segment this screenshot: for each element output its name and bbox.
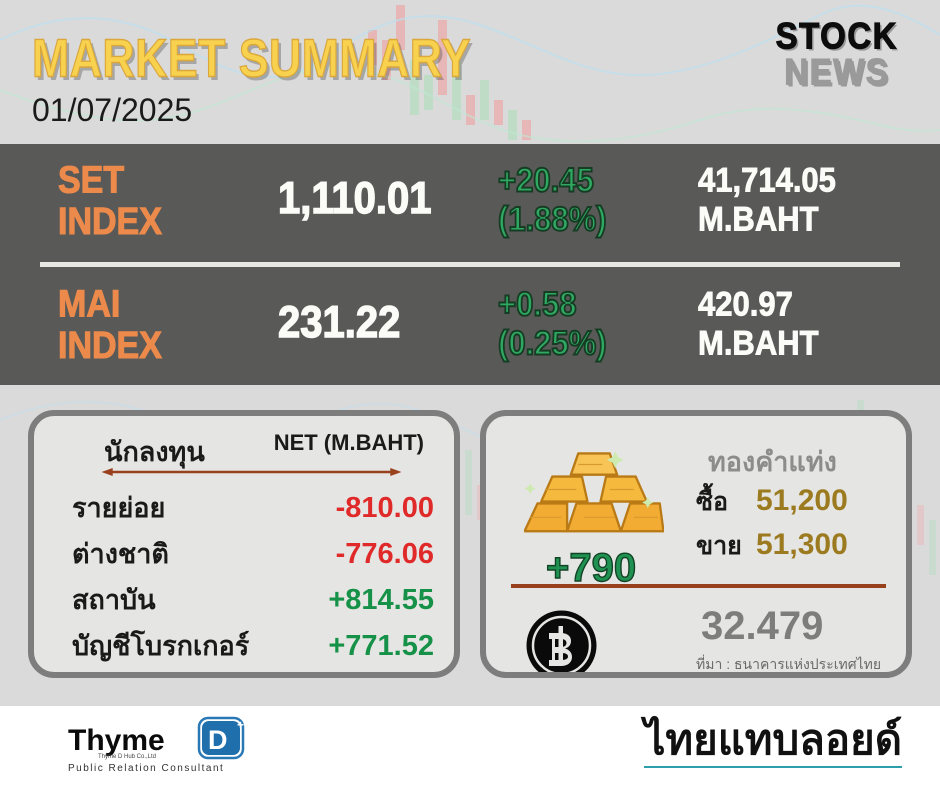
svg-text:Thyme D Hub Co.,Ltd: Thyme D Hub Co.,Ltd xyxy=(98,754,156,760)
svg-text:+: + xyxy=(237,718,244,732)
svg-text:Public Relation Consultant: Public Relation Consultant xyxy=(68,763,224,774)
svg-text:D: D xyxy=(208,725,228,755)
svg-text:Thyme: Thyme xyxy=(68,724,165,757)
